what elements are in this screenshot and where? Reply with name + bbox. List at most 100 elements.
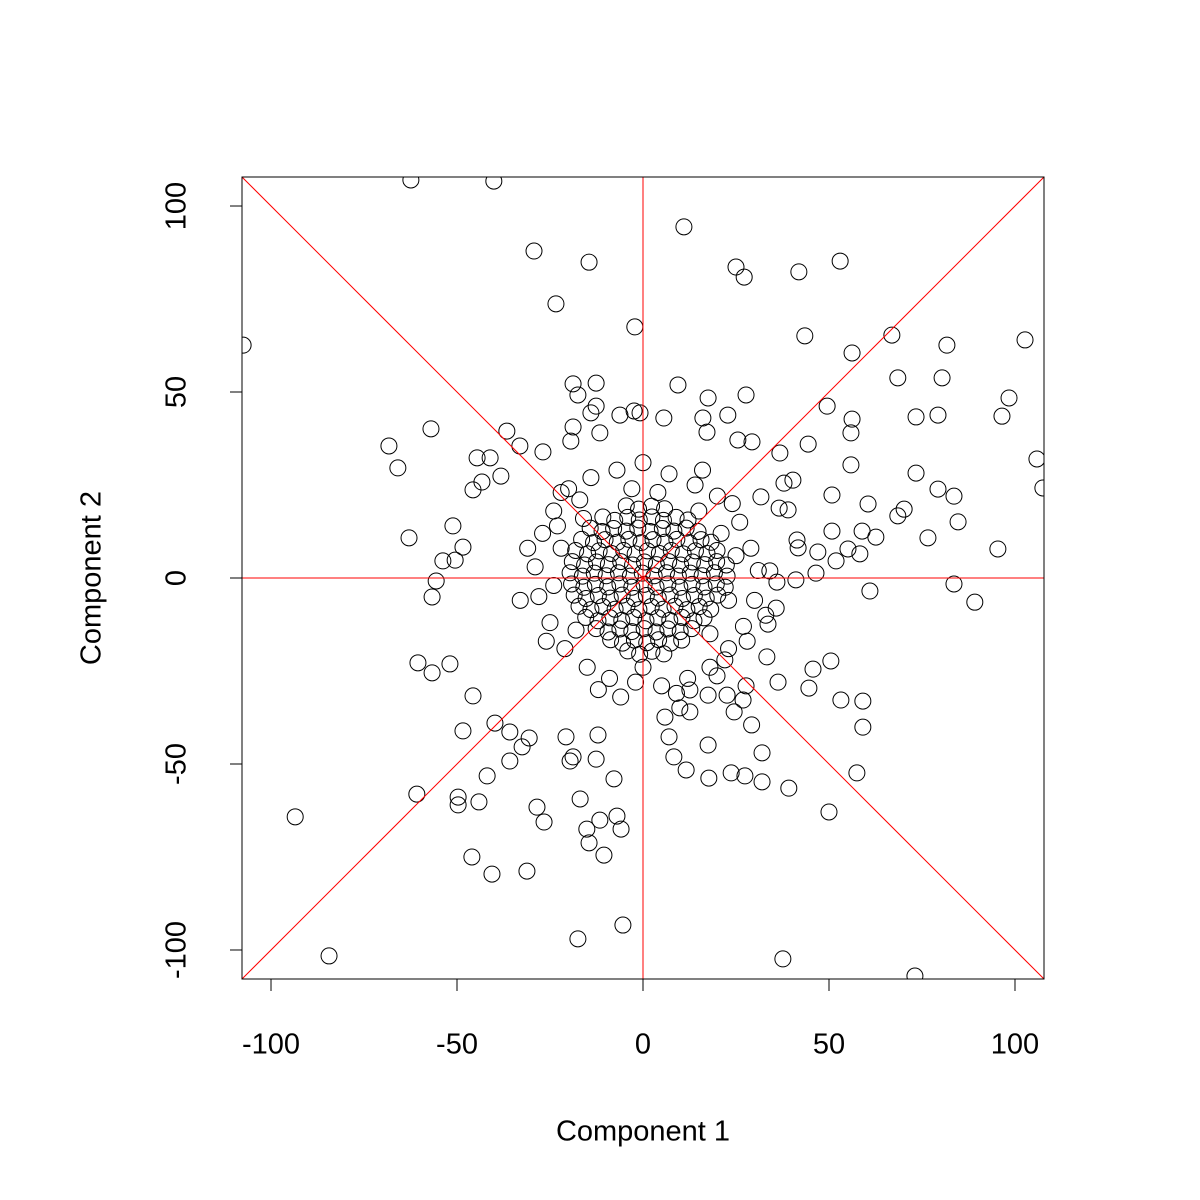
point (699, 686, 717, 704)
point (518, 862, 536, 880)
point (601, 589, 619, 607)
point (685, 586, 703, 604)
point (631, 404, 649, 422)
point (596, 531, 614, 549)
point (547, 295, 565, 313)
point (587, 750, 605, 768)
point (649, 483, 667, 501)
point (907, 464, 925, 482)
point (671, 578, 689, 596)
x-axis-title: Component 1 (556, 1116, 730, 1148)
point (788, 531, 806, 549)
point (708, 553, 726, 571)
point (662, 634, 680, 652)
point (799, 435, 817, 453)
point (681, 703, 699, 721)
point (400, 529, 418, 547)
point (827, 552, 845, 570)
y-axis-title: Component 2 (76, 491, 108, 665)
point (635, 620, 653, 638)
point (638, 634, 656, 652)
point (444, 517, 462, 535)
point (427, 572, 445, 590)
point (853, 522, 871, 540)
point (565, 586, 583, 604)
point (843, 344, 861, 362)
point (929, 406, 947, 424)
point (712, 524, 730, 542)
point (534, 524, 552, 542)
point (577, 608, 595, 626)
point (526, 558, 544, 576)
point (707, 575, 725, 593)
point (693, 567, 711, 585)
x-tick-label: -50 (436, 1029, 478, 1061)
point (759, 615, 777, 633)
point (929, 480, 947, 498)
point (580, 834, 598, 852)
point (593, 523, 611, 541)
point (620, 530, 638, 548)
point (839, 540, 857, 558)
point (775, 474, 793, 492)
point (779, 501, 797, 519)
point (660, 553, 678, 571)
point (613, 611, 631, 629)
point (626, 318, 644, 336)
point (686, 542, 704, 560)
point (590, 542, 608, 560)
point (637, 586, 655, 604)
point (408, 785, 426, 803)
point (591, 424, 609, 442)
point (854, 718, 872, 736)
plot-area (242, 177, 1044, 979)
point (1016, 331, 1034, 349)
point (667, 684, 685, 702)
point (629, 519, 647, 537)
point (525, 242, 543, 260)
point (625, 402, 643, 420)
point (859, 495, 877, 513)
point (613, 586, 631, 604)
point (587, 620, 605, 638)
point (423, 588, 441, 606)
point (681, 564, 699, 582)
point (683, 553, 701, 571)
y-tick-label: -50 (161, 743, 193, 785)
point (720, 640, 738, 658)
point (580, 253, 598, 271)
point (623, 623, 641, 641)
point (446, 551, 464, 569)
point (945, 575, 963, 593)
point (701, 625, 719, 643)
point (571, 491, 589, 509)
point (242, 336, 252, 354)
point (585, 564, 603, 582)
point (528, 798, 546, 816)
point (638, 542, 656, 560)
point (660, 728, 678, 746)
point (729, 431, 747, 449)
point (606, 511, 624, 529)
point (889, 507, 907, 525)
point (473, 473, 491, 491)
point (595, 846, 613, 864)
point (659, 620, 677, 638)
point (743, 433, 761, 451)
point (851, 545, 869, 563)
point (564, 418, 582, 436)
point (689, 523, 707, 541)
point (454, 538, 472, 556)
point (575, 578, 593, 596)
point (589, 726, 607, 744)
point (696, 556, 714, 574)
point (630, 500, 648, 518)
point (790, 263, 808, 281)
point (423, 664, 441, 682)
point (631, 645, 649, 663)
point (389, 459, 407, 477)
point (679, 669, 697, 687)
point (1034, 479, 1044, 497)
point (708, 487, 726, 505)
point (727, 547, 745, 565)
